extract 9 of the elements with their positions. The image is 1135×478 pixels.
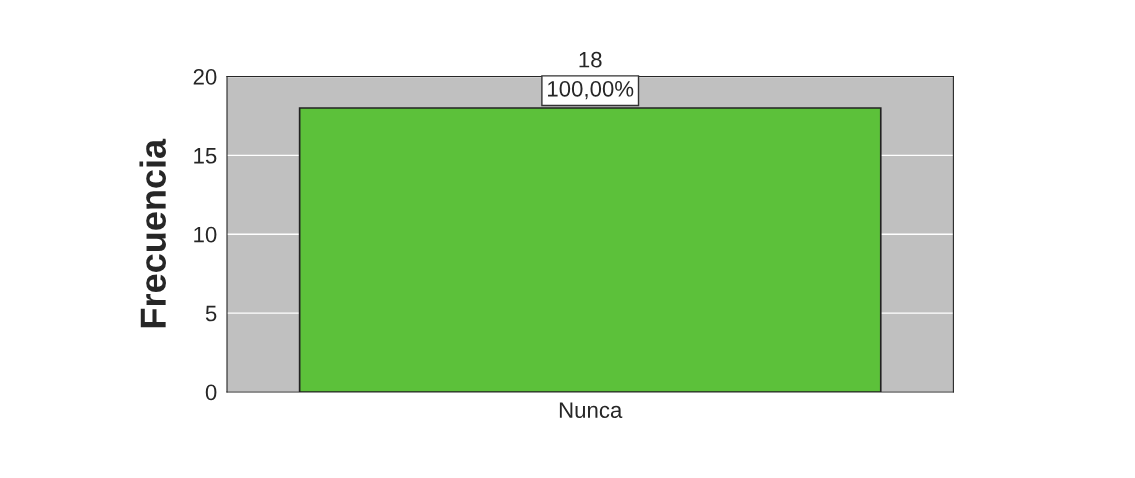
y-tick-label: 5	[205, 305, 217, 322]
y-tick-label: 0	[205, 384, 217, 401]
y-tick-label: 20	[193, 69, 217, 85]
annotation: 100,00%	[548, 80, 634, 100]
y-tick-label: 10	[194, 226, 217, 243]
y-axis-title: Frecuencia	[139, 138, 166, 328]
data-label: 18	[579, 51, 602, 68]
x-tick-label: Nunca	[559, 402, 623, 419]
y-tick-label: 15	[194, 148, 217, 164]
